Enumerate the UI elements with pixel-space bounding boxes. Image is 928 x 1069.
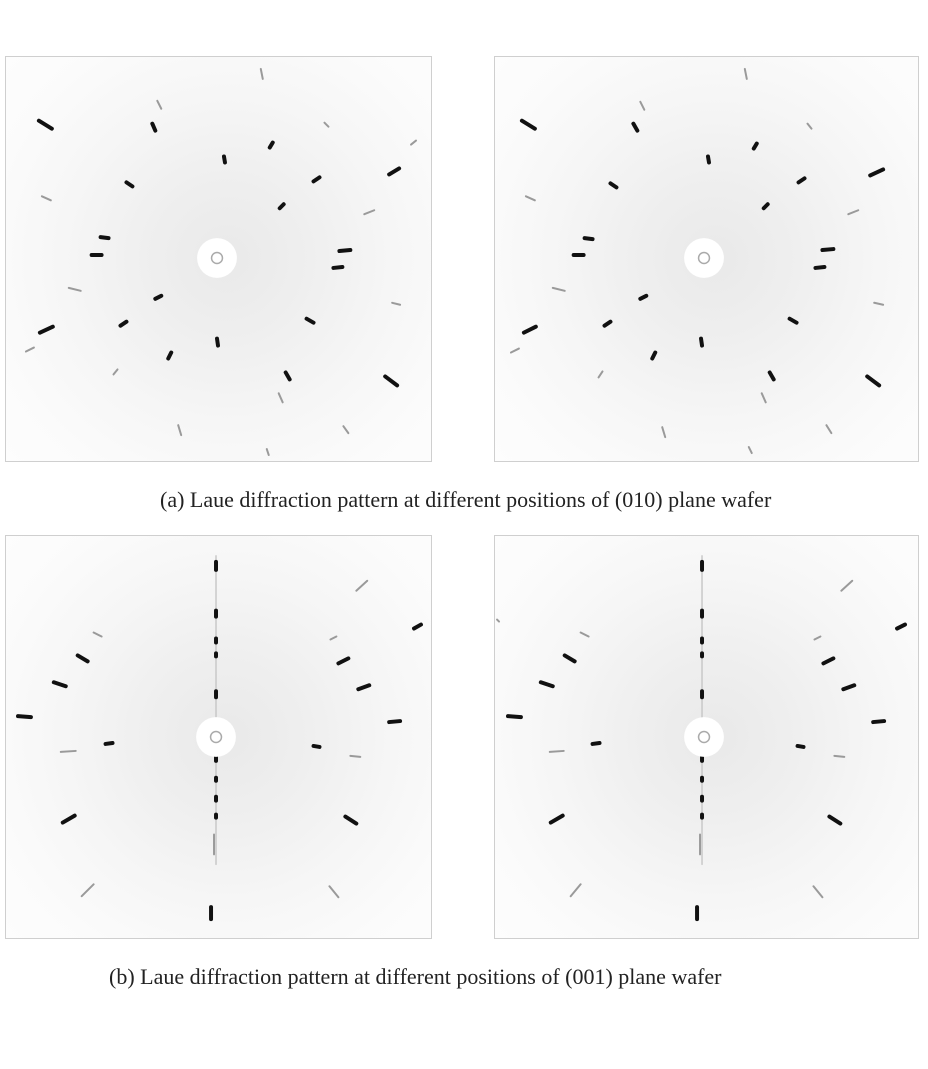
diffraction-spots-010-right: [509, 67, 886, 455]
laue-pattern-001-right: [494, 535, 919, 939]
caption-010-plane: (a) Laue diffraction pattern at differen…: [160, 487, 772, 512]
laue-pattern-010-right: [494, 56, 919, 462]
diffraction-spots-010-left: [24, 67, 418, 457]
laue-pattern-010-left: [5, 56, 432, 462]
caption-001-plane: (b) Laue diffraction pattern at differen…: [109, 964, 722, 989]
diffraction-spots-001-right: [496, 555, 908, 922]
laue-pattern-001-left: [5, 535, 432, 939]
diffraction-spots-001-left: [16, 555, 423, 922]
